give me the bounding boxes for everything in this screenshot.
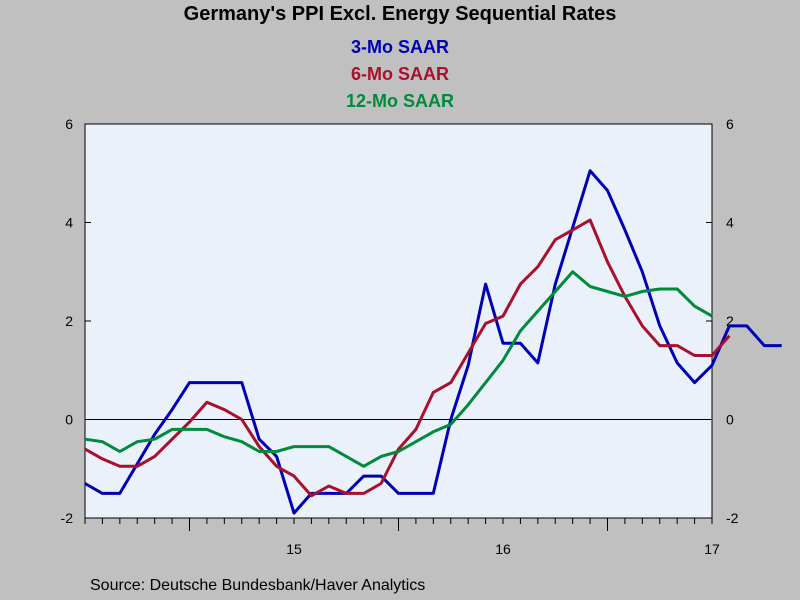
series-group [84,169,782,515]
y-tick-label-left: 4 [65,215,73,231]
y-tick-label-left: -2 [61,510,74,526]
axes-group: -2 -2 0 0 2 2 4 4 6 6 15 16 17 [61,116,739,557]
y-tick-label-right: 6 [726,116,734,132]
y-tick-label-right: 4 [726,215,734,231]
y-tick-label-left: 2 [65,313,73,329]
plot-area [84,123,713,519]
series-line-2 [84,270,713,468]
x-tick-label: 15 [286,541,302,557]
y-tick-label-right: -2 [726,510,739,526]
y-tick-label-left: 0 [65,412,73,428]
y-tick-label-left: 6 [65,116,73,132]
legend-entry-3mo: 3-Mo SAAR [351,37,449,57]
legend-entry-6mo: 6-Mo SAAR [351,64,449,84]
chart-title: Germany's PPI Excl. Energy Sequential Ra… [183,3,617,25]
y-tick-label-right: 0 [726,412,734,428]
y-tick-label-right: 2 [726,313,734,329]
series-line-0 [84,169,782,515]
source-note: Source: Deutsche Bundesbank/Haver Analyt… [90,577,426,594]
legend-entry-12mo: 12-Mo SAAR [345,91,454,111]
x-tick-label: 16 [495,541,511,557]
x-tick-label: 17 [704,541,720,557]
series-line-1 [84,218,731,498]
